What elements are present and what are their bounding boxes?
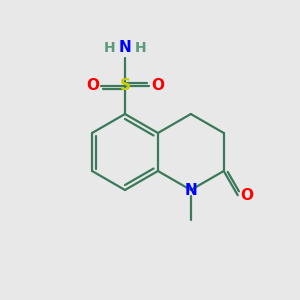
Text: N: N — [184, 182, 197, 197]
Text: O: O — [86, 79, 99, 94]
Text: O: O — [241, 188, 254, 203]
Text: H: H — [135, 41, 147, 55]
Text: S: S — [119, 79, 130, 94]
Text: H: H — [103, 41, 115, 55]
Text: N: N — [118, 40, 131, 55]
Text: O: O — [151, 79, 164, 94]
